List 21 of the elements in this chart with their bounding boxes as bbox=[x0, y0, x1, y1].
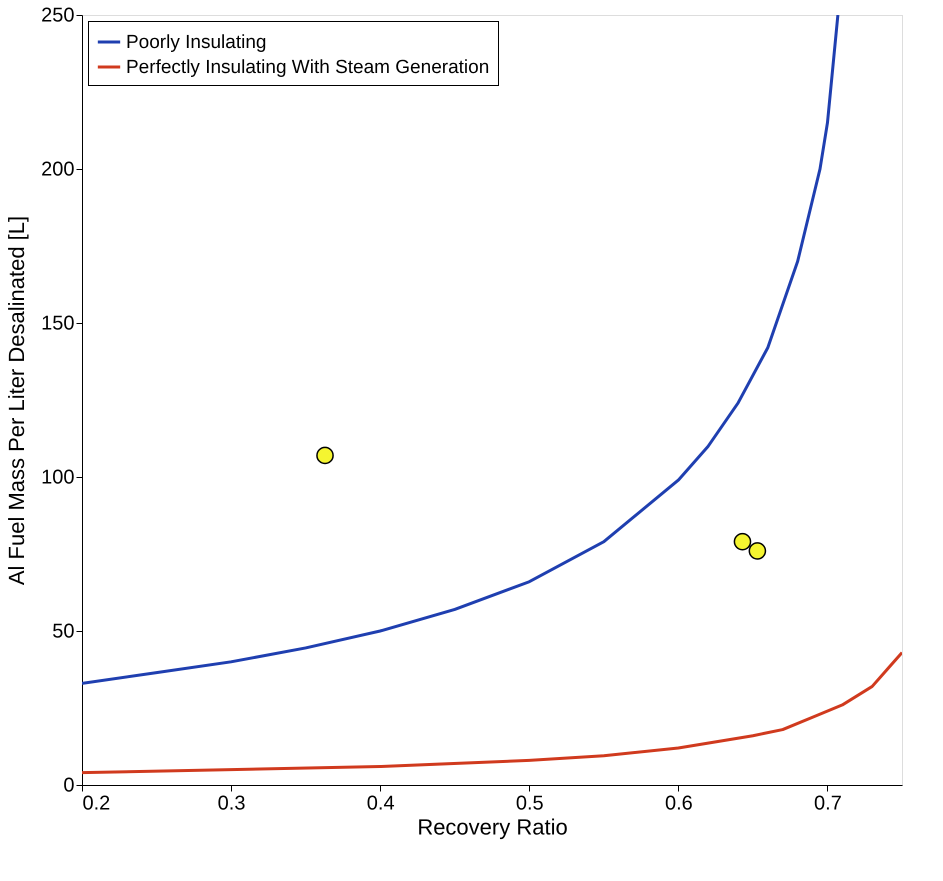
point bbox=[316, 446, 334, 464]
x-tick-label: 0.6 bbox=[664, 792, 693, 814]
x-tick-label: 0.4 bbox=[366, 792, 395, 814]
x-tick-label: 0.2 bbox=[82, 792, 110, 814]
y-tick-label: 100 bbox=[41, 466, 74, 488]
y-tick-label: 150 bbox=[41, 312, 74, 334]
line-series bbox=[82, 651, 902, 774]
y-tick-label: 0 bbox=[63, 774, 74, 796]
y-axis-title: Al Fuel Mass Per Liter Desalinated [L] bbox=[4, 216, 30, 586]
x-tick-label: 0.5 bbox=[516, 792, 544, 814]
x-axis-title: Recovery Ratio bbox=[417, 814, 568, 840]
y-tick-label: 50 bbox=[52, 620, 74, 642]
x-tick-label: 0.7 bbox=[814, 792, 842, 814]
point bbox=[734, 532, 752, 550]
y-tick-label: 250 bbox=[41, 4, 74, 26]
x-tick-label: 0.3 bbox=[218, 792, 246, 814]
legend-label: Perfectly Insulating With Steam Generation bbox=[126, 57, 490, 78]
legend-label: Poorly Insulating bbox=[126, 32, 266, 53]
point bbox=[748, 542, 766, 560]
y-tick-label: 200 bbox=[41, 158, 74, 180]
line-series bbox=[82, 15, 840, 685]
